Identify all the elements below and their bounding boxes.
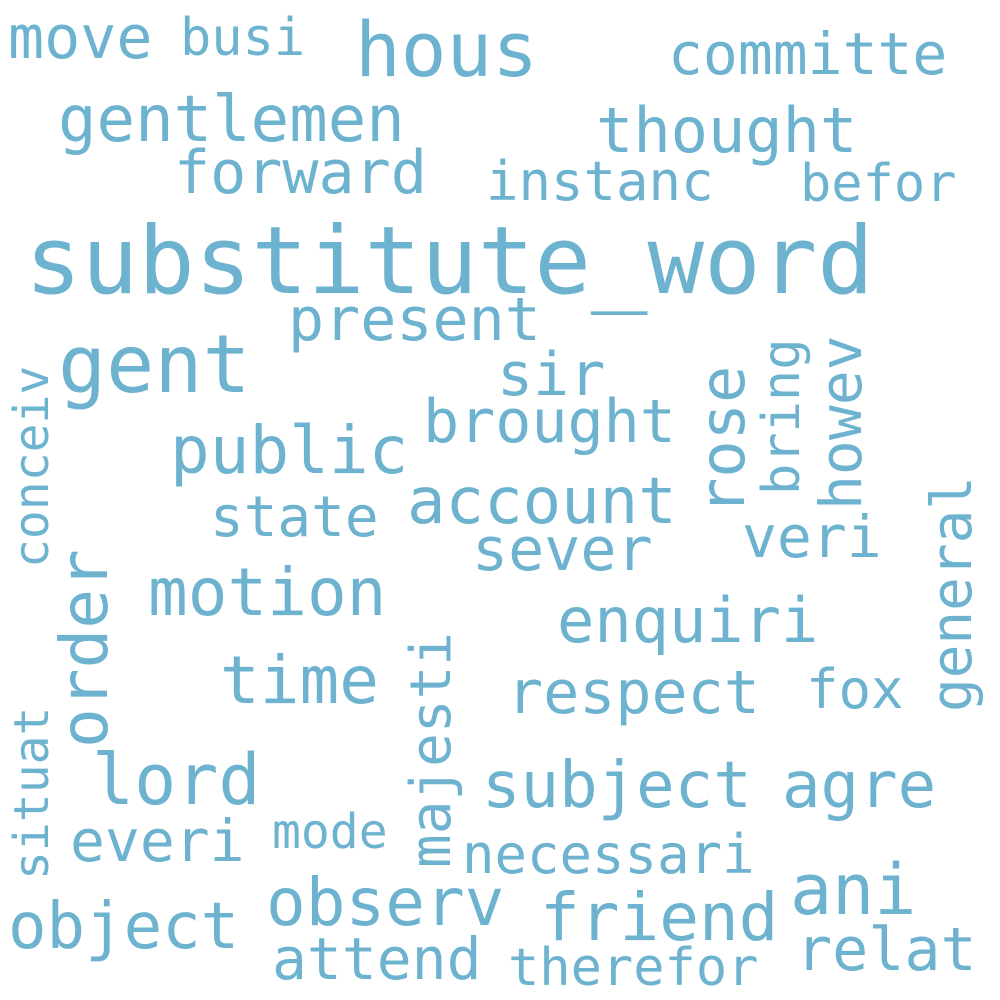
word-befor: befor bbox=[800, 154, 957, 214]
word-gent: gent bbox=[58, 318, 251, 411]
word-public: public bbox=[170, 412, 409, 489]
word-thought: thought bbox=[596, 94, 858, 167]
word-move: move bbox=[8, 3, 153, 73]
word-lord: lord bbox=[92, 739, 261, 821]
word-state: state bbox=[210, 485, 379, 550]
word-substitute-word: substitute_word bbox=[25, 207, 874, 316]
word-object: object bbox=[8, 890, 240, 964]
word-present: present bbox=[288, 285, 541, 355]
word-busi: busi bbox=[180, 8, 306, 68]
word-observ: observ bbox=[266, 864, 505, 941]
word-agre: agre bbox=[782, 749, 937, 823]
word-brought: brought bbox=[423, 387, 676, 457]
word-general: general bbox=[920, 475, 985, 712]
word-everi: everi bbox=[70, 807, 245, 875]
word-instanc: instanc bbox=[486, 150, 714, 213]
word-rose: rose bbox=[686, 365, 759, 515]
word-committe: committe bbox=[668, 20, 948, 88]
word-howev: howev bbox=[807, 335, 875, 510]
word-time: time bbox=[220, 642, 379, 719]
word-sir: sir bbox=[497, 340, 606, 410]
word-respect: respect bbox=[507, 658, 760, 728]
word-therefor: therefor bbox=[508, 938, 759, 998]
word-account: account bbox=[407, 465, 677, 539]
word-hous: hous bbox=[355, 5, 539, 94]
word-necessari: necessari bbox=[462, 823, 755, 886]
word-mode: mode bbox=[272, 804, 388, 860]
word-attend: attend bbox=[272, 925, 482, 993]
word-bring: bring bbox=[752, 338, 812, 495]
word-enquiri: enquiri bbox=[557, 584, 819, 657]
word-fox: fox bbox=[806, 658, 904, 721]
word-conceiv: conceiv bbox=[4, 365, 60, 568]
word-sever: sever bbox=[472, 515, 653, 585]
word-relat: relat bbox=[796, 915, 977, 985]
word-ani: ani bbox=[790, 849, 917, 931]
word-veri: veri bbox=[742, 503, 882, 571]
word-situat: situat bbox=[4, 706, 60, 880]
word-friend: friend bbox=[540, 879, 779, 956]
word-order: order bbox=[46, 549, 123, 748]
word-subject: subject bbox=[482, 749, 752, 823]
word-motion: motion bbox=[148, 554, 387, 631]
word-majesti: majesti bbox=[399, 631, 464, 868]
word-gentlemen: gentlemen bbox=[58, 83, 405, 157]
word-forward: forward bbox=[174, 138, 427, 208]
